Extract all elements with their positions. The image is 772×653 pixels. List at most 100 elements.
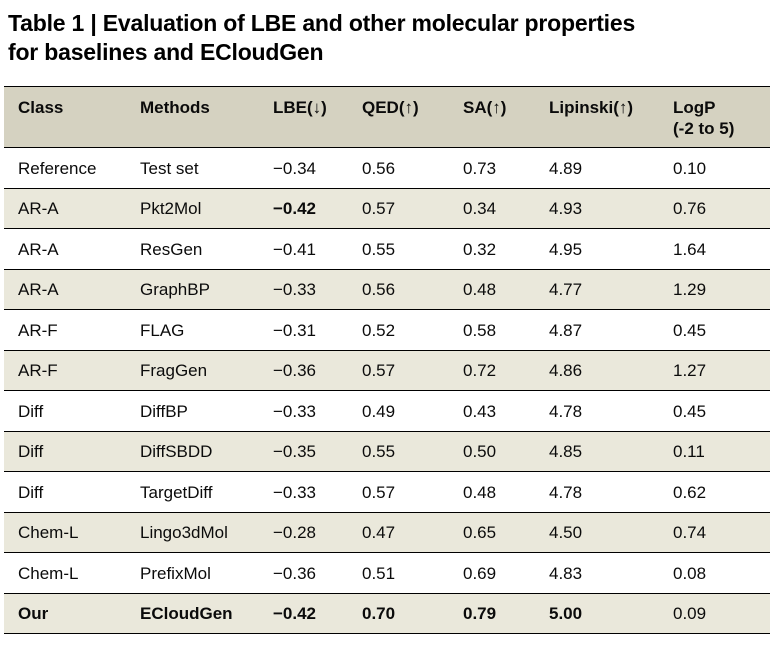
table-cell: 0.11 <box>673 442 705 461</box>
column-header: Lipinski(↑) <box>549 98 634 117</box>
table-cell: 0.51 <box>362 563 396 583</box>
table-cell: 0.48 <box>463 482 497 502</box>
table-cell: 0.10 <box>673 158 707 178</box>
table-cell: 0.52 <box>362 320 396 340</box>
page: Table 1 | Evaluation of LBE and other mo… <box>0 0 772 634</box>
table-cell: 0.45 <box>673 320 707 340</box>
table-cell: 0.32 <box>463 239 497 259</box>
table-cell: Chem-L <box>18 523 79 542</box>
table-cell: −0.36 <box>273 563 317 583</box>
table-cell: 1.29 <box>673 280 707 299</box>
table-cell: 0.57 <box>362 482 396 502</box>
table-header-row: Class Methods LBE(↓) QED(↑) SA(↑) Lipinski(↑)… <box>4 86 770 148</box>
table-cell: 4.89 <box>549 158 583 178</box>
column-header: Methods <box>140 98 210 117</box>
table-cell: Pkt2Mol <box>140 199 202 218</box>
table-cell: Reference <box>18 158 97 178</box>
table-row: Diff TargetDiff −0.33 0.57 0.48 4.78 0.62 <box>4 471 770 512</box>
table-cell: 0.57 <box>362 199 396 218</box>
table-cell: 0.09 <box>673 604 707 623</box>
table-cell: FragGen <box>140 361 208 380</box>
table-cell: 5.00 <box>549 604 583 623</box>
table-cell: 4.93 <box>549 199 583 218</box>
table-cell: 0.49 <box>362 401 396 421</box>
table-cell: −0.42 <box>273 199 317 218</box>
table-body: Reference Test set −0.34 0.56 0.73 4.89 0.10 AR… <box>4 147 770 634</box>
table-cell: 0.74 <box>673 523 707 542</box>
table-cell: 0.73 <box>463 158 497 178</box>
table-cell: 4.78 <box>549 482 583 502</box>
table-cell: AR-A <box>18 199 59 218</box>
table-cell: −0.34 <box>273 158 317 178</box>
table-cell: DiffSBDD <box>140 442 213 461</box>
table-cell: −0.35 <box>273 442 317 461</box>
table-cell: AR-F <box>18 361 58 380</box>
table-row: Chem-L Lingo3dMol −0.28 0.47 0.65 4.50 0.74 <box>4 512 770 553</box>
table-cell: 1.27 <box>673 361 707 380</box>
table-cell: 0.76 <box>673 199 707 218</box>
column-header: LogP (-2 to 5) <box>673 87 770 148</box>
table-title: Table 1 | Evaluation of LBE and other mo… <box>0 0 772 67</box>
table-cell: −0.33 <box>273 401 317 421</box>
table-cell: Diff <box>18 401 44 421</box>
table-cell: 4.77 <box>549 280 583 299</box>
table-row: AR-A GraphBP −0.33 0.56 0.48 4.77 1.29 <box>4 269 770 310</box>
table-cell: AR-A <box>18 239 59 259</box>
table-cell: 4.85 <box>549 442 583 461</box>
table-cell: Lingo3dMol <box>140 523 228 542</box>
table-cell: AR-F <box>18 320 58 340</box>
table-cell: 0.72 <box>463 361 497 380</box>
table-cell: 4.83 <box>549 563 583 583</box>
table-cell: ResGen <box>140 239 203 259</box>
table-row: AR-F FLAG −0.31 0.52 0.58 4.87 0.45 <box>4 309 770 350</box>
table-cell: 0.56 <box>362 280 396 299</box>
table-cell: −0.28 <box>273 523 317 542</box>
table-cell: 0.62 <box>673 482 707 502</box>
table-cell: 0.08 <box>673 563 707 583</box>
table-row: Diff DiffSBDD −0.35 0.55 0.50 4.85 0.11 <box>4 431 770 472</box>
table-cell: −0.31 <box>273 320 317 340</box>
table-row: AR-A Pkt2Mol −0.42 0.57 0.34 4.93 0.76 <box>4 188 770 229</box>
table-cell: 4.87 <box>549 320 583 340</box>
table-cell: 0.55 <box>362 442 396 461</box>
table-cell: 0.58 <box>463 320 497 340</box>
column-header: QED(↑) <box>362 98 419 117</box>
table-cell: DiffBP <box>140 401 188 421</box>
column-header: SA(↑) <box>463 98 507 117</box>
table-cell: Test set <box>140 158 199 178</box>
table-cell: Diff <box>18 442 44 461</box>
table-row: Reference Test set −0.34 0.56 0.73 4.89 0.10 <box>4 147 770 188</box>
table-cell: 4.50 <box>549 523 583 542</box>
table-cell: −0.36 <box>273 361 317 380</box>
table-cell: 0.43 <box>463 401 497 421</box>
column-header: Class <box>18 98 64 117</box>
table-cell: TargetDiff <box>140 482 213 502</box>
table-cell: 0.65 <box>463 523 497 542</box>
table-row: Our ECloudGen −0.42 0.70 0.79 5.00 0.09 <box>4 593 770 634</box>
table-cell: FLAG <box>140 320 185 340</box>
table-cell: GraphBP <box>140 280 210 299</box>
table-cell: 0.55 <box>362 239 396 259</box>
table-cell: 4.95 <box>549 239 583 259</box>
table-cell: 4.78 <box>549 401 583 421</box>
table-cell: 4.86 <box>549 361 583 380</box>
table-cell: 0.48 <box>463 280 497 299</box>
table-cell: −0.33 <box>273 482 317 502</box>
table-cell: Diff <box>18 482 44 502</box>
table-cell: 0.56 <box>362 158 396 178</box>
table-title-line2: for baselines and ECloudGen <box>8 39 324 65</box>
table-cell: PrefixMol <box>140 563 211 583</box>
table-cell: AR-A <box>18 280 59 299</box>
table-cell: Our <box>18 604 49 623</box>
table-cell: 0.70 <box>362 604 396 623</box>
table-cell: 0.47 <box>362 523 396 542</box>
table-row: AR-A ResGen −0.41 0.55 0.32 4.95 1.64 <box>4 228 770 269</box>
table-cell: 1.64 <box>673 239 707 259</box>
table-row: Chem-L PrefixMol −0.36 0.51 0.69 4.83 0.08 <box>4 552 770 593</box>
column-header-subline: (-2 to 5) <box>673 119 735 138</box>
table-row: AR-F FragGen −0.36 0.57 0.72 4.86 1.27 <box>4 350 770 391</box>
table-cell: 0.45 <box>673 401 707 421</box>
evaluation-table: Class Methods LBE(↓) QED(↑) SA(↑) Lipinski(↑)… <box>4 86 770 634</box>
table-title-line1: Table 1 | Evaluation of LBE and other mo… <box>8 10 636 36</box>
table-cell: 0.69 <box>463 563 497 583</box>
